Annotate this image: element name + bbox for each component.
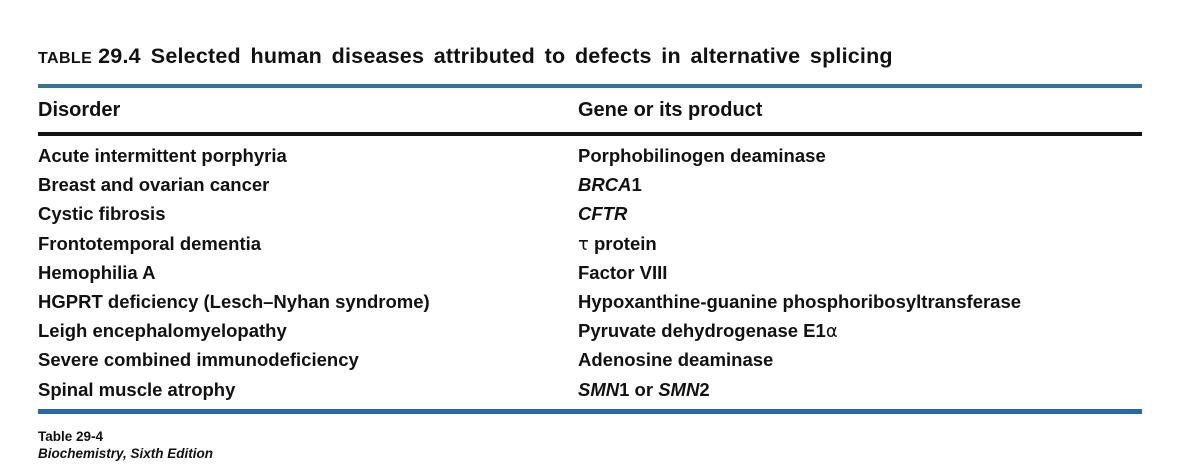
- cell-disorder: Acute intermittent porphyria: [38, 145, 287, 166]
- table-row: Hemophilia A Factor VIII: [0, 261, 1184, 292]
- gene-text-roman: protein: [593, 232, 657, 254]
- cell-disorder: Spinal muscle atrophy: [38, 378, 236, 400]
- table-label-word: Table: [38, 43, 93, 68]
- table-number: 29.4: [98, 44, 141, 68]
- gene-text-roman: 1: [631, 174, 642, 196]
- gene-text-roman-second: 2: [699, 378, 710, 400]
- table-row: Cystic fibrosis CFTR: [0, 204, 1184, 233]
- footer-source: Biochemistry, Sixth Edition: [38, 446, 214, 462]
- gene-symbol-italic: CFTR: [578, 203, 628, 225]
- cell-gene: Porphobilinogen deaminase: [578, 146, 826, 165]
- figure-footer: Table 29-4 Biochemistry, Sixth Edition: [38, 428, 213, 463]
- table-row: Breast and ovarian cancer BRCA1: [0, 175, 1184, 204]
- header-separator-rule: [38, 132, 1142, 136]
- cell-gene: Adenosine deaminase: [578, 350, 773, 369]
- cell-disorder: Frontotemporal dementia: [38, 232, 262, 254]
- table-title: Table 29.4 Selected human diseases attribu…: [38, 43, 1148, 69]
- cell-gene: BRCA1: [578, 175, 642, 194]
- table-row: Severe combined immunodeficiency Adenosi…: [0, 350, 1184, 379]
- gene-text-roman: Factor VIII: [578, 261, 668, 283]
- greek-alpha-symbol: α: [825, 321, 838, 343]
- table-row: Leigh encephalomyelopathy Pyruvate dehyd…: [0, 321, 1184, 350]
- cell-disorder: Severe combined immunodeficiency: [38, 349, 359, 371]
- greek-tau-symbol: τ: [578, 233, 589, 255]
- gene-symbol-italic-second: SMN: [658, 378, 700, 400]
- cell-gene: Hypoxanthine-guanine phosphoribosyltrans…: [578, 292, 1021, 311]
- gene-text-roman: Adenosine deaminase: [578, 349, 774, 371]
- cell-disorder: Leigh encephalomyelopathy: [38, 320, 287, 342]
- table-body: Acute intermittent porphyria Porphobilin…: [0, 146, 1184, 409]
- footer-caption: Table 29-4: [38, 429, 104, 444]
- column-header-disorder: Disorder: [38, 99, 121, 121]
- table-subject: Selected human diseases attributed to de…: [150, 44, 893, 68]
- table-row: Acute intermittent porphyria Porphobilin…: [0, 146, 1184, 175]
- cell-gene: CFTR: [578, 204, 627, 223]
- gene-text-roman: Hypoxanthine-guanine phosphoribosyltrans…: [578, 290, 1022, 312]
- column-header-gene: Gene or its product: [578, 99, 763, 121]
- cell-gene: Factor VIII: [578, 263, 667, 282]
- gene-text-roman: Pyruvate dehydrogenase E1: [578, 320, 826, 342]
- top-rule: [38, 84, 1142, 88]
- table-row: Spinal muscle atrophy SMN1 or SMN2: [0, 378, 1184, 409]
- gene-symbol-italic: BRCA: [578, 174, 632, 196]
- cell-disorder: HGPRT deficiency (Lesch–Nyhan syndrome): [38, 290, 430, 312]
- cell-disorder: Breast and ovarian cancer: [38, 174, 270, 196]
- cell-gene: Pyruvate dehydrogenase E1α: [578, 321, 838, 342]
- gene-text-roman: 1 or: [619, 378, 659, 400]
- gene-symbol-italic: SMN: [578, 378, 620, 400]
- gene-text-roman: Porphobilinogen deaminase: [578, 145, 826, 166]
- table-row: HGPRT deficiency (Lesch–Nyhan syndrome) …: [0, 292, 1184, 321]
- cell-disorder: Hemophilia A: [38, 261, 156, 283]
- table-row: Frontotemporal dementia τ protein: [0, 232, 1184, 263]
- cell-disorder: Cystic fibrosis: [38, 203, 166, 225]
- bottom-rule: [38, 409, 1142, 414]
- cell-gene: SMN1 or SMN2: [578, 378, 710, 400]
- cell-gene: τ protein: [578, 232, 657, 255]
